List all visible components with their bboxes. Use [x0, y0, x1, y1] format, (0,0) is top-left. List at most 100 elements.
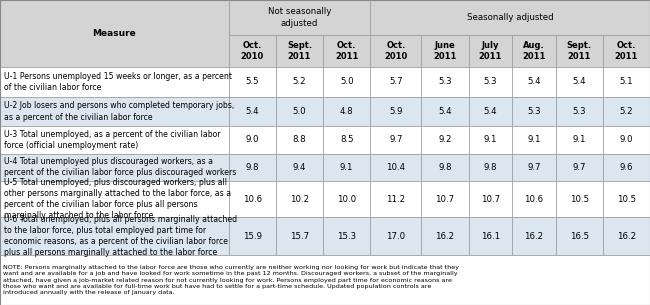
Text: 16.5: 16.5	[569, 232, 589, 241]
Text: 10.2: 10.2	[290, 195, 309, 204]
Text: 5.4: 5.4	[246, 107, 259, 116]
Bar	[421, 181, 469, 217]
Bar	[603, 181, 650, 217]
Bar	[276, 154, 323, 181]
Bar	[512, 154, 556, 181]
Bar	[421, 67, 469, 97]
Text: 15.9: 15.9	[243, 232, 262, 241]
Bar	[323, 35, 370, 67]
Bar	[512, 35, 556, 67]
Text: Sept.
2011: Sept. 2011	[567, 41, 592, 61]
Bar	[370, 181, 421, 217]
Bar	[276, 126, 323, 154]
Text: 5.4: 5.4	[573, 77, 586, 86]
Text: 5.4: 5.4	[484, 107, 497, 116]
Bar	[229, 35, 276, 67]
Text: U-1 Persons unemployed 15 weeks or longer, as a percent
of the civilian labor fo: U-1 Persons unemployed 15 weeks or longe…	[4, 72, 232, 92]
Text: 9.1: 9.1	[573, 135, 586, 145]
Text: 4.8: 4.8	[340, 107, 354, 116]
Text: 11.2: 11.2	[386, 195, 406, 204]
Text: 16.2: 16.2	[436, 232, 454, 241]
Text: 16.1: 16.1	[481, 232, 500, 241]
Text: 5.0: 5.0	[340, 77, 354, 86]
Bar	[469, 181, 512, 217]
Text: 10.4: 10.4	[386, 163, 406, 172]
Bar	[276, 181, 323, 217]
Text: Seasonally adjusted: Seasonally adjusted	[467, 13, 554, 22]
Text: Sept.
2011: Sept. 2011	[287, 41, 312, 61]
Text: 5.2: 5.2	[292, 77, 306, 86]
Bar	[0, 154, 229, 181]
Bar	[603, 217, 650, 255]
Bar	[469, 67, 512, 97]
Text: 16.2: 16.2	[525, 232, 543, 241]
Bar	[323, 67, 370, 97]
Bar	[421, 35, 469, 67]
Bar	[370, 67, 421, 97]
Bar	[229, 0, 370, 35]
Text: Oct.
2010: Oct. 2010	[240, 41, 264, 61]
Text: 8.5: 8.5	[340, 135, 354, 145]
Text: 16.2: 16.2	[617, 232, 636, 241]
Text: 5.4: 5.4	[527, 77, 541, 86]
Text: Measure: Measure	[92, 29, 136, 38]
Bar	[603, 35, 650, 67]
Text: 5.4: 5.4	[438, 107, 452, 116]
Bar	[556, 154, 603, 181]
Bar	[370, 35, 421, 67]
Bar	[421, 97, 469, 126]
Bar	[421, 126, 469, 154]
Text: 9.1: 9.1	[527, 135, 541, 145]
Bar	[512, 126, 556, 154]
Bar	[229, 97, 276, 126]
Text: 17.0: 17.0	[386, 232, 406, 241]
Text: 9.4: 9.4	[292, 163, 306, 172]
Bar	[556, 67, 603, 97]
Text: 10.5: 10.5	[617, 195, 636, 204]
Text: 5.3: 5.3	[438, 77, 452, 86]
Text: 5.1: 5.1	[619, 77, 633, 86]
Bar	[370, 217, 421, 255]
Text: 9.8: 9.8	[484, 163, 497, 172]
Bar	[323, 154, 370, 181]
Bar	[421, 154, 469, 181]
Bar	[276, 217, 323, 255]
Text: 9.7: 9.7	[573, 163, 586, 172]
Text: 5.5: 5.5	[246, 77, 259, 86]
Bar	[603, 97, 650, 126]
Text: U-6 Total unemployed, plus all persons marginally attached
to the labor force, p: U-6 Total unemployed, plus all persons m…	[4, 215, 237, 257]
Text: 9.8: 9.8	[246, 163, 259, 172]
Text: 9.0: 9.0	[619, 135, 633, 145]
Text: 9.1: 9.1	[484, 135, 497, 145]
Bar	[512, 217, 556, 255]
Text: 9.6: 9.6	[619, 163, 633, 172]
Bar	[0, 255, 650, 305]
Text: U-5 Total unemployed, plus discouraged workers, plus all
other persons marginall: U-5 Total unemployed, plus discouraged w…	[4, 178, 231, 220]
Bar	[603, 126, 650, 154]
Bar	[421, 217, 469, 255]
Text: 9.7: 9.7	[527, 163, 541, 172]
Text: 5.3: 5.3	[573, 107, 586, 116]
Text: U-2 Job losers and persons who completed temporary jobs,
as a percent of the civ: U-2 Job losers and persons who completed…	[4, 102, 234, 121]
Bar	[323, 217, 370, 255]
Bar	[0, 0, 229, 67]
Text: 9.1: 9.1	[340, 163, 354, 172]
Bar	[229, 181, 276, 217]
Text: U-4 Total unemployed plus discouraged workers, as a
percent of the civilian labo: U-4 Total unemployed plus discouraged wo…	[4, 157, 237, 178]
Text: 10.0: 10.0	[337, 195, 356, 204]
Bar	[469, 154, 512, 181]
Text: 5.0: 5.0	[292, 107, 306, 116]
Bar	[276, 67, 323, 97]
Bar	[0, 181, 229, 217]
Bar	[229, 217, 276, 255]
Text: 9.2: 9.2	[438, 135, 452, 145]
Bar	[229, 154, 276, 181]
Bar	[323, 181, 370, 217]
Text: June
2011: June 2011	[434, 41, 457, 61]
Text: U-3 Total unemployed, as a percent of the civilian labor
force (official unemplo: U-3 Total unemployed, as a percent of th…	[4, 130, 220, 150]
Text: 10.7: 10.7	[436, 195, 454, 204]
Bar	[512, 67, 556, 97]
Bar	[370, 154, 421, 181]
Text: 5.3: 5.3	[527, 107, 541, 116]
Bar	[323, 126, 370, 154]
